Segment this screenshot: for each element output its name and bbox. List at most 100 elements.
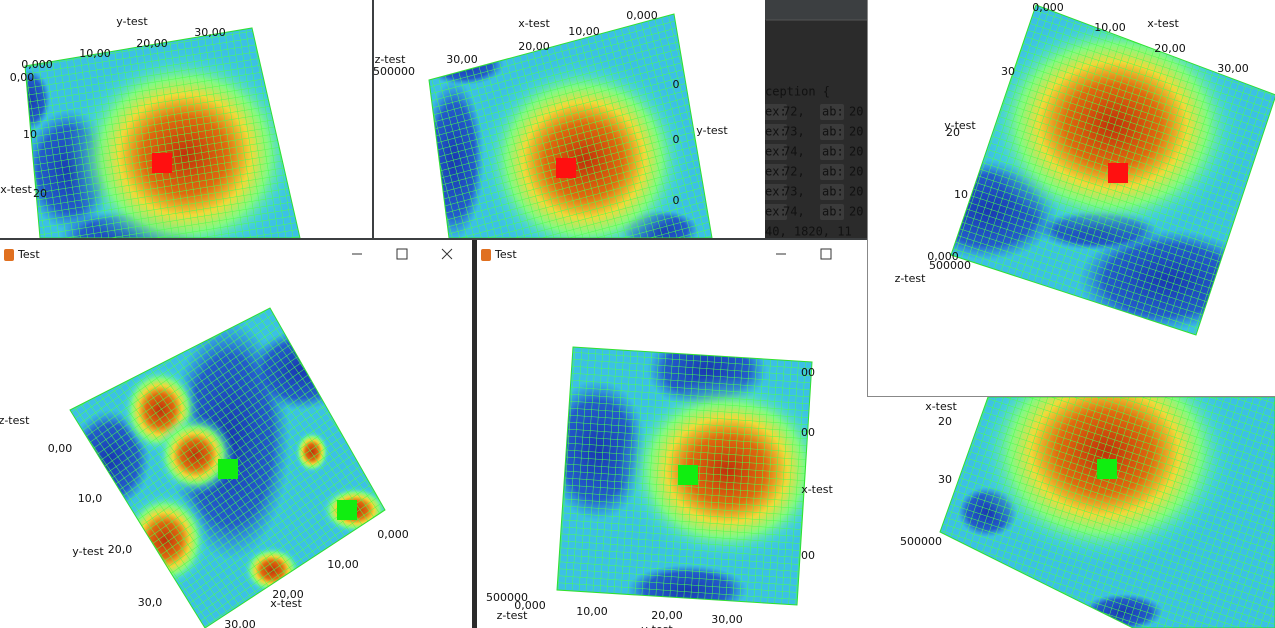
heatmap-border: [428, 13, 713, 238]
param-hint: [820, 124, 844, 140]
param-hint: [765, 144, 787, 160]
maximize-button[interactable]: [396, 248, 408, 260]
axis-label: z-test: [497, 609, 529, 622]
code-text: 74,: [783, 145, 805, 159]
code-text: 40, 1820, 11: [765, 225, 852, 239]
axis-label: 0,000: [1032, 1, 1064, 14]
axis-label: 0: [673, 133, 680, 146]
axis-label: x-test: [925, 400, 957, 413]
axis-label: 10: [23, 128, 37, 141]
param-hint: [765, 204, 787, 220]
code-editor: ception {ex: 72, ab: 20 ex: 73, ab: 20 ex: 74, ab:…: [765, 0, 867, 238]
axis-label: 500000: [374, 65, 415, 78]
plot: y-test 10,00 20,00 30,00 0,0000,00 10 x-test 20: [0, 15, 301, 238]
axis-label: 00: [801, 366, 815, 379]
maximize-button[interactable]: [820, 248, 832, 260]
axis-label: x-test: [518, 17, 550, 30]
axis-label: 00: [801, 426, 815, 439]
axis-label: 30: [938, 473, 952, 486]
code-text: ab:: [822, 165, 844, 179]
axis-label: 30: [1001, 65, 1015, 78]
plot-panel: x-test 20 30 500000: [893, 397, 1275, 628]
marker-square: [678, 465, 698, 485]
axis-label: 20,00: [1154, 42, 1186, 55]
axis-label: 20,00: [651, 609, 683, 622]
param-hint: [765, 184, 787, 200]
param-hint: [820, 184, 844, 200]
code-text: 20: [849, 105, 863, 119]
axis-label: 20: [946, 126, 960, 139]
axis-label: 30,00: [446, 53, 478, 66]
code-text: 72,: [783, 105, 805, 119]
marker-square: [556, 158, 576, 178]
marker-square: [218, 459, 238, 479]
axis-label: 0,000: [21, 58, 53, 71]
plot: Test z-test 0,00 10,0 y-test 20,0 30,0 30,00 20,…: [0, 248, 453, 628]
axis-label: 0,000: [927, 250, 959, 263]
code-text: ex:: [765, 145, 787, 159]
axis-label: 500000: [900, 535, 942, 548]
code-text: 74,: [783, 205, 805, 219]
plot: Test x-test 00 00 00 0,000 10,00 20,00 30,00 z-te…: [481, 248, 833, 628]
heatmap: [940, 397, 1275, 628]
axis-label: 20,00: [272, 588, 304, 601]
code-text: ception {: [765, 85, 830, 99]
heatmap: [429, 14, 712, 238]
heatmap-border: [69, 307, 386, 628]
code-text: ab:: [822, 185, 844, 199]
axis-label: 20,00: [136, 37, 168, 50]
heatmap-grid: [429, 14, 712, 238]
code-text: 20: [849, 205, 863, 219]
code-text: 72,: [783, 165, 805, 179]
heatmap-grid: [25, 28, 300, 238]
axis-label: 10,00: [79, 47, 111, 60]
axis-label: 0,000: [514, 599, 546, 612]
axis-label: z-test: [375, 53, 407, 66]
axis-label: 10,00: [568, 25, 600, 38]
axis-label: 10: [954, 188, 968, 201]
axis-label: 10,00: [576, 605, 608, 618]
plot-panel: 0,000 10,00 x-test 20,00 30,00 y-test 30 20 10 0,…: [867, 0, 1275, 397]
axis-label: x-test: [270, 597, 302, 610]
close-button[interactable]: [441, 248, 453, 260]
axis-label: y-test: [116, 15, 148, 28]
app-icon: [481, 249, 491, 261]
axis-label: 0,000: [377, 528, 409, 541]
heatmap-border: [24, 27, 301, 238]
axis-label: 500000: [929, 259, 971, 272]
axis-label: y-test: [696, 124, 728, 137]
heatmap: [951, 5, 1275, 335]
axis-label: 0: [673, 194, 680, 207]
param-hint: [820, 204, 844, 220]
axis-label: 30,00: [194, 26, 226, 39]
plot: 0,000 10,00 x-test 20,00 30,00 y-test 30 20 10 0,…: [895, 1, 1275, 336]
heatmap-border: [939, 397, 1275, 628]
code-text: ex:: [765, 205, 787, 219]
heatmap: [25, 28, 300, 238]
code-text: ab:: [822, 145, 844, 159]
param-hint: [820, 104, 844, 120]
marker-square: [152, 153, 172, 173]
heatmap-border: [950, 4, 1275, 336]
code-text: ex:: [765, 165, 787, 179]
axis-label: 0,00: [48, 442, 73, 455]
param-hint: [820, 144, 844, 160]
code-text: 73,: [783, 125, 805, 139]
marker-square: [1108, 163, 1128, 183]
plot-panel: x-test 0,000 10,00 20,00 30,00 z-test 500000 y-…: [374, 0, 765, 238]
axis-label: 00: [801, 549, 815, 562]
axis-label: 30,0: [138, 596, 163, 609]
heatmap-border: [556, 346, 813, 606]
window-title: Test: [17, 248, 40, 261]
axis-label: 20,0: [108, 543, 133, 556]
code-text: ex:: [765, 125, 787, 139]
plot: x-test 20 30 500000: [900, 397, 1275, 628]
param-hint: [765, 124, 787, 140]
code-text: 20: [849, 125, 863, 139]
code-text: 20: [849, 165, 863, 179]
code-text: 20: [849, 185, 863, 199]
axis-label: x-test: [0, 183, 32, 196]
axis-label: 0,000: [626, 9, 658, 22]
